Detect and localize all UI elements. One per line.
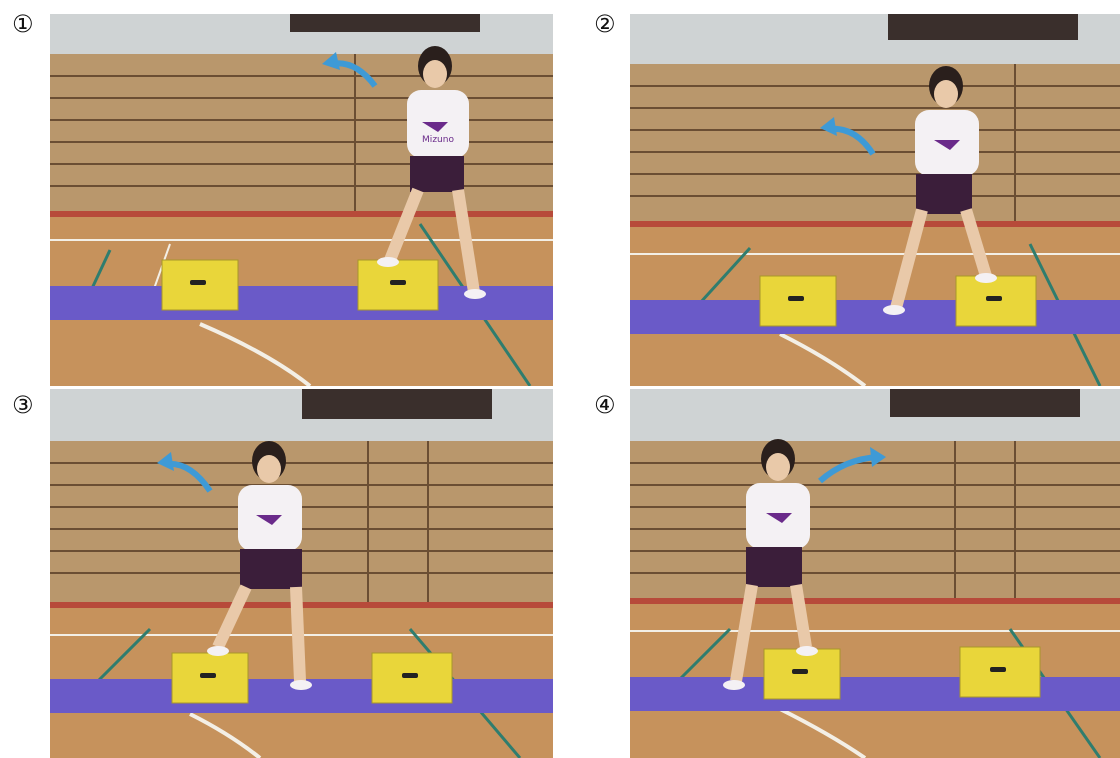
- step-number-1: ①: [12, 10, 34, 38]
- gym-scene-1: Mizuno: [50, 14, 553, 386]
- photo-panel-4: [630, 389, 1120, 758]
- step-number-2: ②: [594, 10, 616, 38]
- gym-scene-2: [630, 14, 1120, 386]
- photo-panel-3: [50, 389, 553, 758]
- photo-panel-1: Mizuno: [50, 14, 553, 386]
- athlete-figure-4: [723, 439, 818, 690]
- gym-scene-3: [50, 389, 553, 758]
- photo-panel-2: [630, 14, 1120, 386]
- athlete-figure-1: Mizuno: [377, 46, 486, 299]
- step-number-3: ③: [12, 391, 34, 419]
- athlete-figure-3: [207, 441, 312, 690]
- gym-scene-4: [630, 389, 1120, 758]
- shirt-logo-text: Mizuno: [422, 135, 454, 145]
- athlete-figure-2: [883, 66, 997, 315]
- step-number-4: ④: [594, 391, 616, 419]
